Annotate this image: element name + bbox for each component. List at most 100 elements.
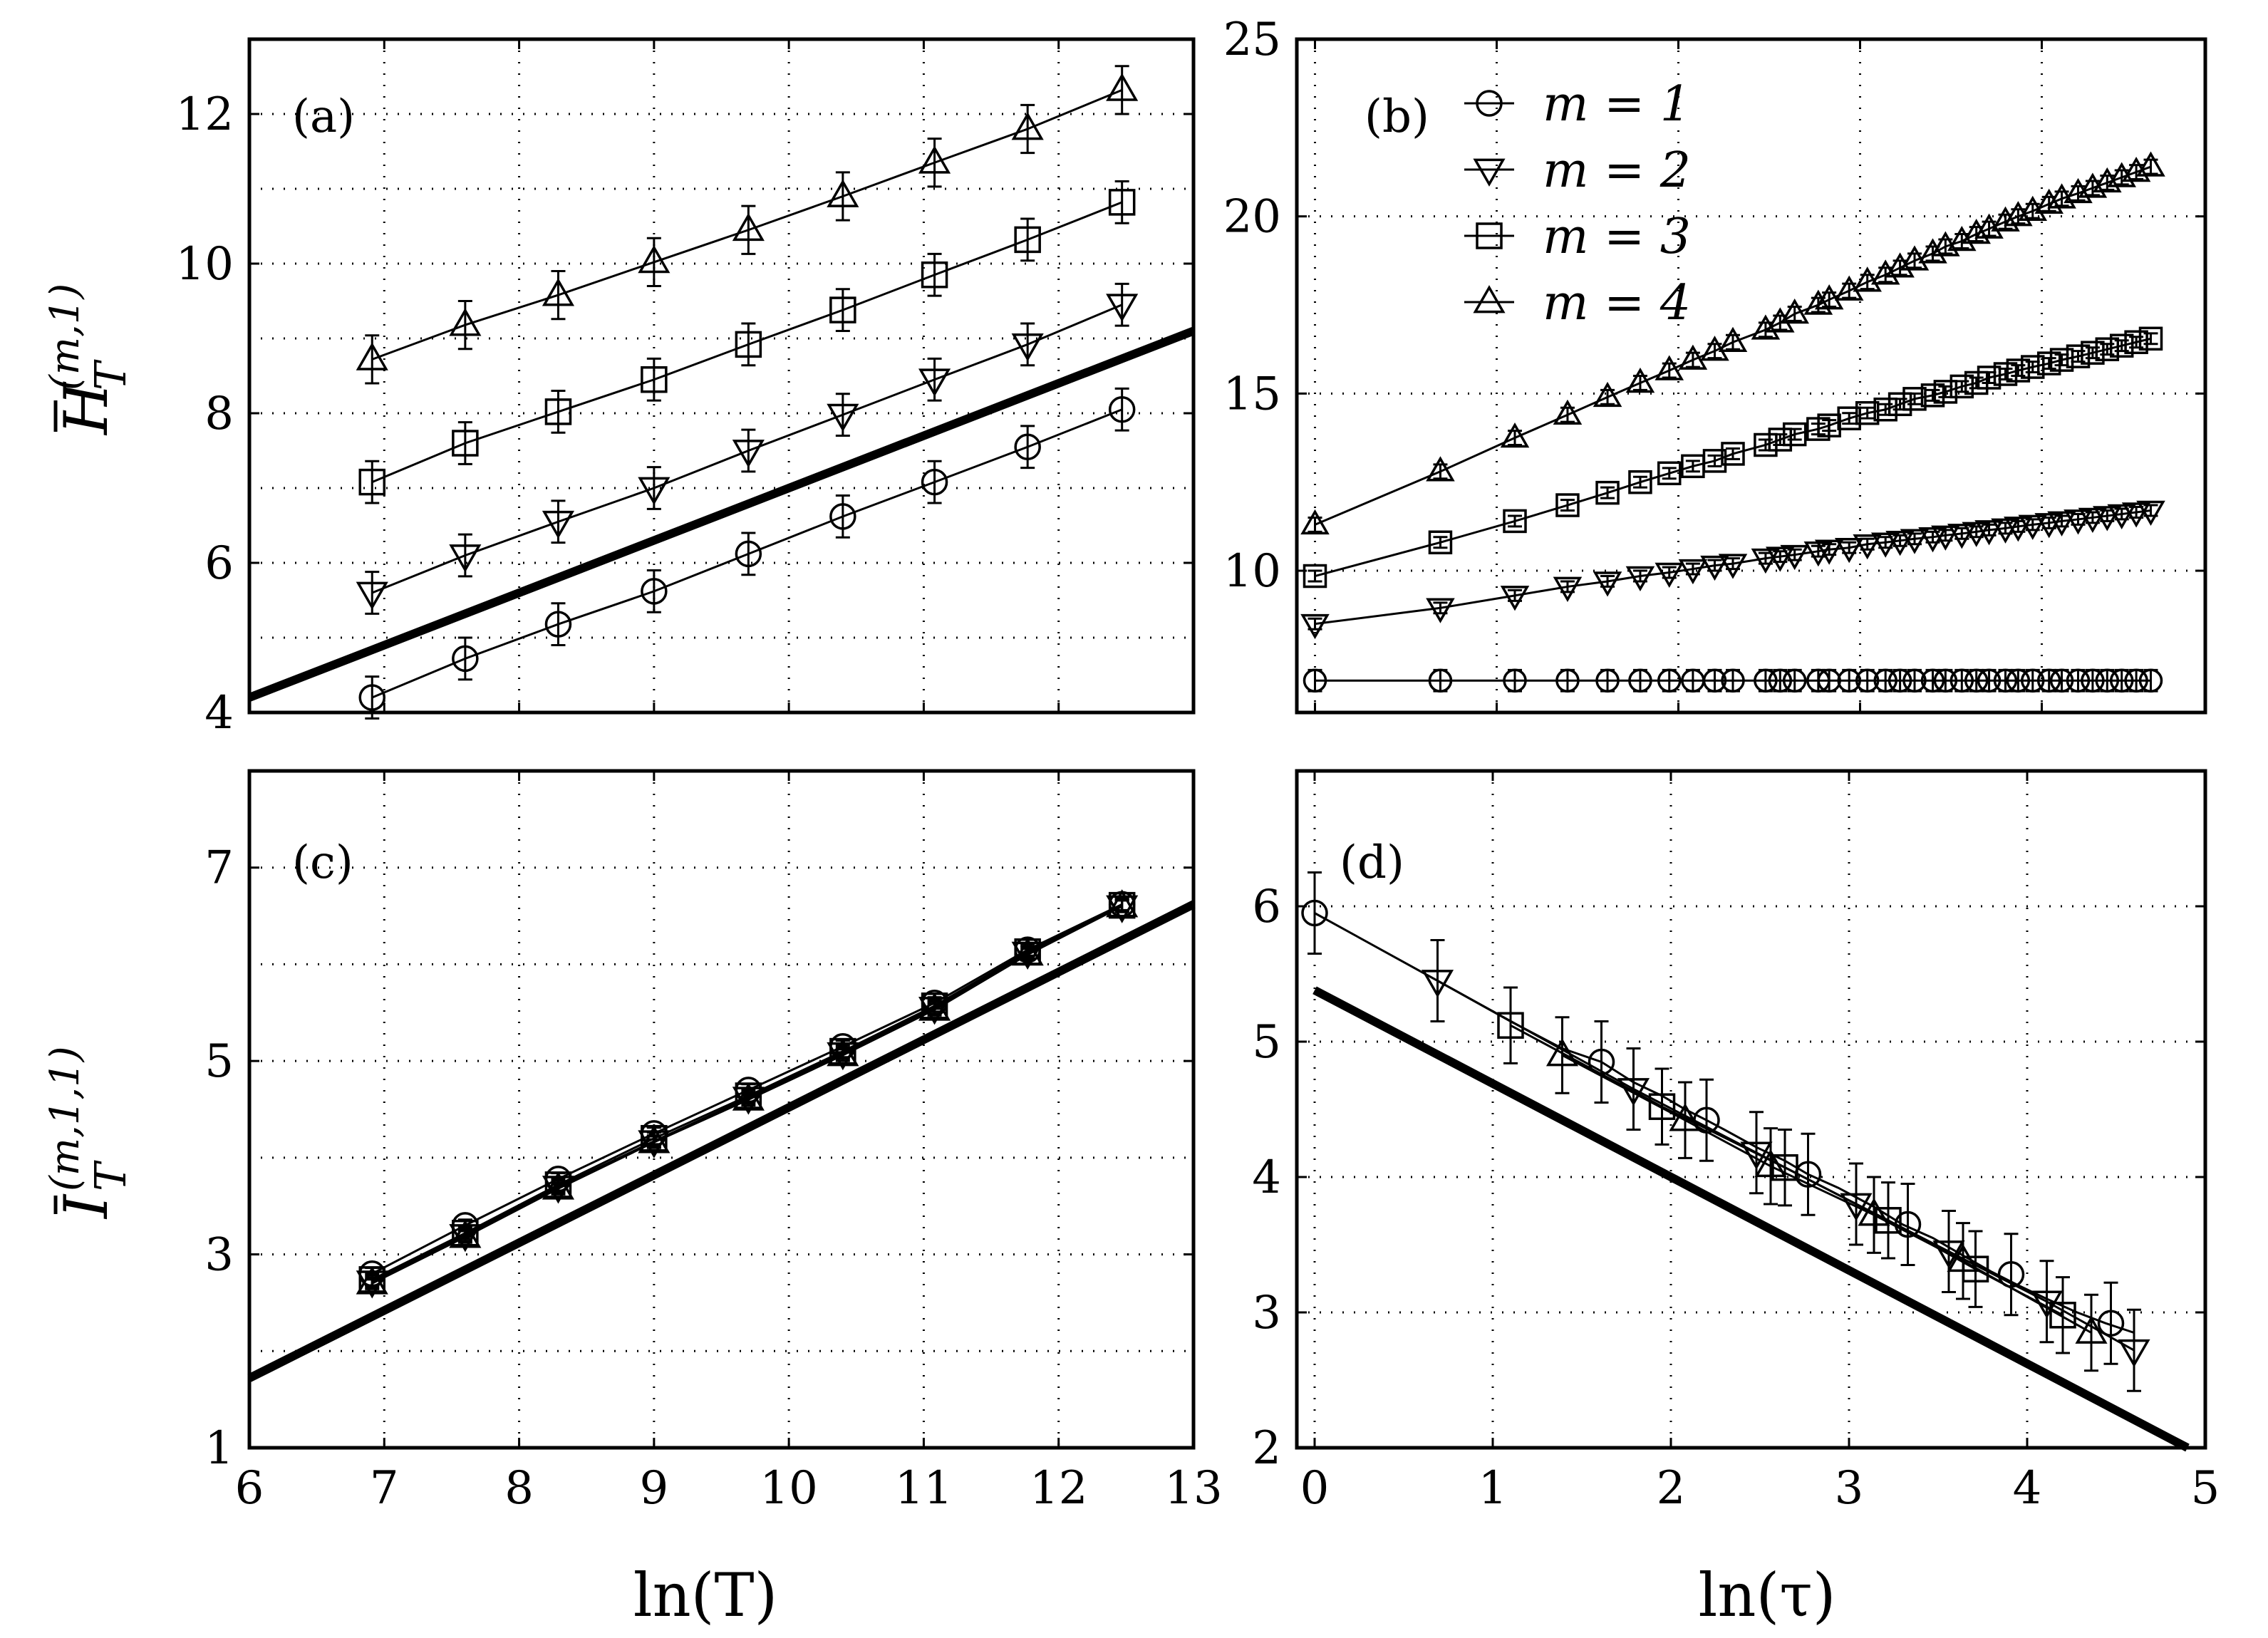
- panel-b-series-line-m3: [1315, 337, 2151, 577]
- panel-b-point-m3: [1920, 383, 1945, 408]
- panel-b-point-m4: [1814, 284, 1844, 310]
- panel-d-point-m1: [2097, 1310, 2125, 1337]
- panel-c-xtick-label: 7: [370, 1462, 399, 1515]
- panel-c-xtick-label: 6: [235, 1462, 264, 1515]
- panel-d-point-m4: [1947, 1243, 1979, 1272]
- panel-b-point-m3: [1555, 493, 1580, 517]
- panel-b-point-m4: [1718, 326, 1748, 352]
- panel-b-frame: [1295, 37, 2207, 715]
- panel-a-point-m1: [544, 611, 572, 638]
- panel-d-ytick-label: 3: [1252, 1287, 1281, 1339]
- panel-a-point-m4: [449, 308, 482, 336]
- panel-d-ytick-label: 2: [1252, 1422, 1281, 1475]
- panel-d-series-line-m3: [1510, 1024, 2064, 1317]
- panel-b-point-m1: [1428, 668, 1453, 693]
- panel-a-point-m4: [827, 179, 859, 207]
- panel-b-ytick-label: 20: [1223, 191, 1281, 244]
- panel-d-xtick-label: 5: [2191, 1462, 2220, 1515]
- panel-d-point-m2: [1421, 970, 1454, 998]
- panel-b-point-m2: [1991, 518, 2020, 544]
- panel-b-point-m1: [2081, 668, 2105, 693]
- panel-d-ytick-label: 6: [1252, 881, 1281, 933]
- panel-c-point-m4: [449, 1220, 482, 1248]
- panel-b-point-m3: [1628, 470, 1652, 494]
- panel-b-point-m1: [2036, 668, 2061, 693]
- panel-d-xlabel: ln(τ): [1699, 1560, 1836, 1630]
- panel-b-point-m4: [1870, 259, 1900, 285]
- panel-b-point-m4: [1803, 289, 1833, 315]
- panel-b-point-m3: [2138, 326, 2163, 351]
- panel-b-point-m1: [2109, 668, 2134, 693]
- panel-a-ytick-label: 10: [176, 238, 234, 291]
- legend-marker-m1: [1476, 90, 1503, 117]
- panel-b-point-m4: [1900, 245, 1930, 271]
- panel-c-point-m4: [827, 1038, 859, 1067]
- panel-b-point-m2: [1900, 529, 1930, 554]
- panel-a-label: (a): [292, 90, 355, 143]
- panel-d-reference-line: [1312, 986, 2190, 1452]
- panel-a-point-m3: [1108, 189, 1136, 216]
- panel-b-point-m1: [1920, 668, 1945, 693]
- panel-d-ytick-label: 4: [1252, 1151, 1281, 1204]
- panel-b-point-m1: [1873, 668, 1897, 693]
- panel-d-point-m1: [1301, 899, 1328, 927]
- panel-b-point-m4: [1625, 367, 1655, 393]
- panel-a-point-m2: [449, 544, 482, 573]
- panel-d-ytick-label: 5: [1252, 1016, 1281, 1069]
- panel-a-point-m3: [544, 398, 572, 425]
- panel-a-reference-line: [247, 326, 1196, 702]
- panel-a-ytick-label: 6: [204, 537, 234, 590]
- panel-b-point-m4: [1918, 238, 1947, 264]
- panel-b-point-m1: [1721, 668, 1745, 693]
- panel-b-point-m2: [1931, 525, 1960, 551]
- panel-d-point-m4: [2075, 1315, 2108, 1344]
- panel-a-point-m3: [358, 468, 385, 496]
- panel-b-point-m3: [1817, 413, 1841, 437]
- panel-b-point-m2: [1885, 531, 1915, 556]
- panel-b-point-m1: [1595, 668, 1620, 693]
- panel-b-point-m1: [1782, 668, 1807, 693]
- panel-a-point-m3: [921, 261, 948, 289]
- panel-b-point-m4: [1766, 307, 1795, 333]
- panel-c-ylabel-sub: T: [86, 1160, 136, 1191]
- panel-b-point-m1: [1855, 668, 1880, 693]
- panel-a-point-m1: [829, 503, 856, 530]
- panel-b-point-m1: [1555, 668, 1580, 693]
- panel-d-point-m4: [1669, 1103, 1702, 1131]
- panel-a-point-m2: [1011, 333, 1044, 362]
- panel-a-point-m4: [542, 278, 575, 306]
- panel-a-point-m2: [542, 510, 575, 539]
- panel-b-point-m2: [1870, 532, 1900, 558]
- panel-c-point-m4: [542, 1171, 575, 1200]
- panel-c-ylabel-sup: (m,1,1): [42, 1046, 88, 1191]
- panel-b-label: (b): [1365, 90, 1429, 143]
- panel-b-point-m1: [2006, 668, 2031, 693]
- panel-a-point-m2: [827, 403, 859, 432]
- panel-c-ylabel: I T (m,1,1): [42, 1046, 136, 1220]
- panel-b-point-m3: [1503, 509, 1527, 534]
- panel-b-point-m2: [1751, 548, 1781, 574]
- panel-c-xlabel: ln(T): [633, 1560, 778, 1630]
- panel-d-series-line-m4: [1561, 1054, 2092, 1334]
- panel-c-ytick-label: 3: [204, 1229, 234, 1282]
- panel-b-point-m4: [1885, 252, 1915, 278]
- panel-b-point-m1: [1754, 668, 1778, 693]
- legend-label-m3: m = 3: [1543, 209, 1691, 265]
- panel-a-ylabel: H T (m,1): [42, 284, 136, 436]
- panel-b-point-m4: [1300, 509, 1330, 535]
- panel-d-label: (d): [1340, 836, 1404, 889]
- panel-a-point-m4: [356, 342, 388, 370]
- panel-b-point-m2: [1300, 613, 1330, 640]
- panel-b-point-m1: [2021, 668, 2045, 693]
- panel-a-point-m4: [732, 212, 765, 242]
- panel-a-point-m1: [1014, 433, 1041, 460]
- panel-d-point-m2: [2118, 1339, 2150, 1368]
- panel-b-point-m4: [1751, 314, 1781, 340]
- panel-b-ytick-label: 10: [1223, 545, 1281, 598]
- panel-b-point-m4: [1553, 399, 1583, 425]
- panel-d-point-m3: [1875, 1207, 1902, 1234]
- panel-b-point-m3: [2109, 333, 2134, 358]
- panel-b-point-m3: [1595, 480, 1620, 505]
- panel-b-point-m3: [1902, 387, 1927, 411]
